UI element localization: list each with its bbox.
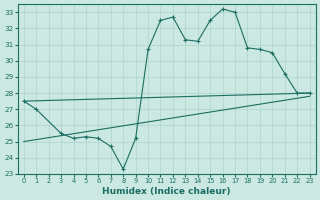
X-axis label: Humidex (Indice chaleur): Humidex (Indice chaleur) [102,187,231,196]
